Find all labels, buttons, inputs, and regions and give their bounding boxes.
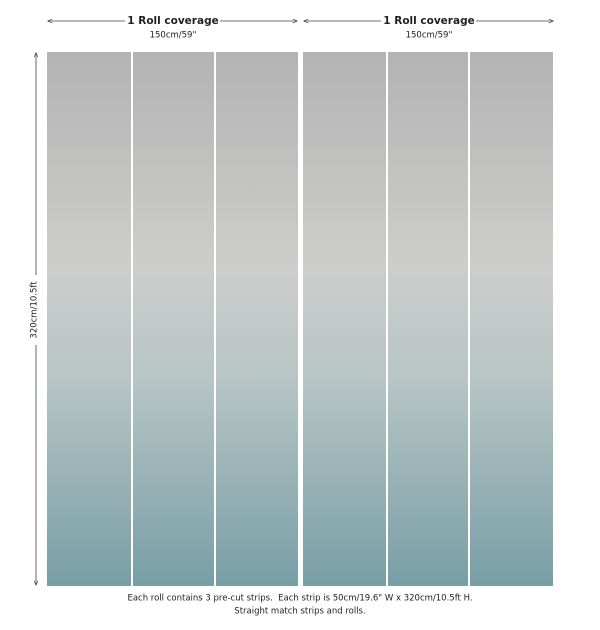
footer-note: Straight match strips and rolls. [234, 607, 365, 617]
roll-width: 150cm/59" [406, 31, 453, 41]
roll-dimension: 1 Roll coverage 150cm/59" [48, 15, 297, 41]
strip [133, 52, 214, 586]
strip [388, 52, 468, 586]
label-background [28, 275, 42, 345]
height-label: 320cm/10.5ft [30, 281, 40, 339]
roll-title: 1 Roll coverage [127, 15, 218, 27]
roll-dimension: 1 Roll coverage 150cm/59" [304, 15, 553, 41]
roll-title: 1 Roll coverage [383, 15, 474, 27]
roll-width: 150cm/59" [150, 31, 197, 41]
wallpaper [47, 52, 553, 586]
strip [303, 52, 386, 586]
strip [470, 52, 553, 586]
strip [47, 52, 131, 586]
footer-note: Each roll contains 3 pre-cut strips. Eac… [127, 594, 472, 604]
strip [216, 52, 298, 586]
height-dimension: 320cm/10.5ft [28, 53, 42, 585]
